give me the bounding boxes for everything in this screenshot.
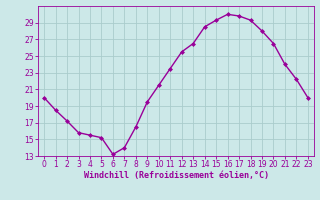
X-axis label: Windchill (Refroidissement éolien,°C): Windchill (Refroidissement éolien,°C) bbox=[84, 171, 268, 180]
